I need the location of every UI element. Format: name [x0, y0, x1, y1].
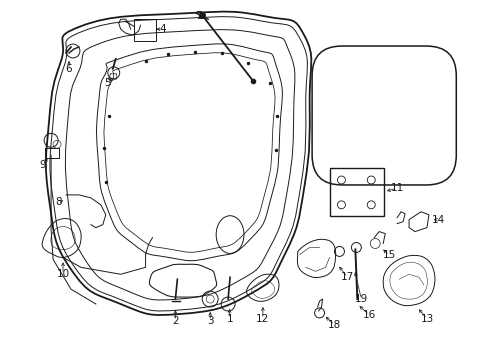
Text: 4: 4 — [159, 24, 165, 34]
Text: 19: 19 — [354, 294, 367, 304]
Text: 8: 8 — [56, 197, 62, 207]
Text: 13: 13 — [420, 314, 433, 324]
Text: 17: 17 — [340, 272, 353, 282]
Text: 7: 7 — [195, 11, 201, 21]
Text: 2: 2 — [172, 316, 178, 326]
Text: 12: 12 — [256, 314, 269, 324]
Text: 18: 18 — [327, 320, 341, 330]
Text: 15: 15 — [382, 251, 395, 260]
Text: 3: 3 — [206, 316, 213, 326]
Text: 1: 1 — [226, 314, 233, 324]
Text: 5: 5 — [104, 78, 111, 88]
Text: 9: 9 — [40, 160, 46, 170]
Text: 16: 16 — [362, 310, 375, 320]
Text: 11: 11 — [390, 183, 403, 193]
Text: 10: 10 — [56, 269, 69, 279]
Text: 14: 14 — [431, 215, 445, 225]
Text: 6: 6 — [65, 64, 72, 74]
